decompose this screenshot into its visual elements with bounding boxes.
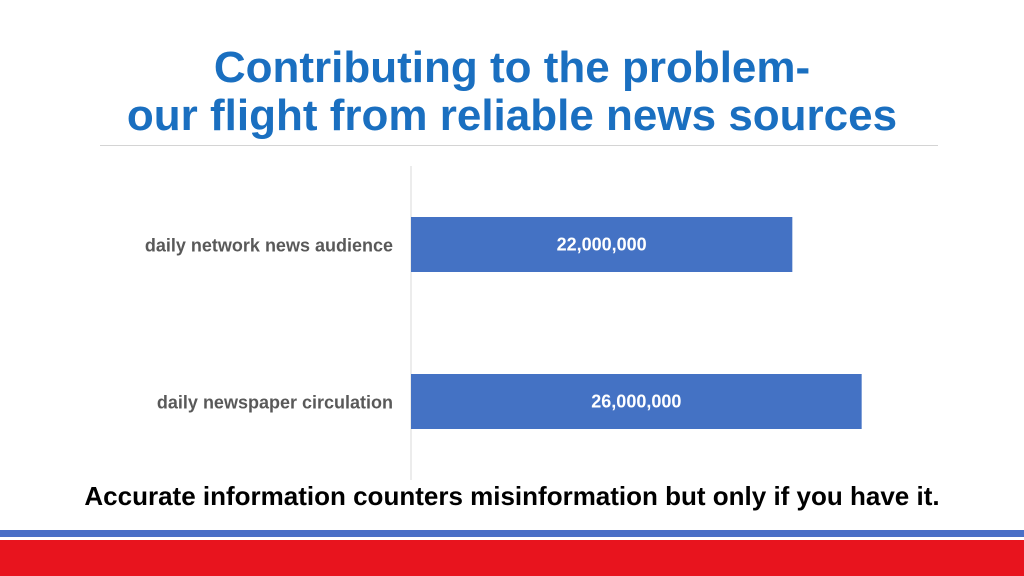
category-label-1: daily network news audience [145,236,393,256]
category-label-2: daily newspaper circulation [157,393,393,413]
bar-2 [411,374,862,429]
data-label-1: 22,000,000 [557,235,647,255]
title-line-1: Contributing to the problem- [213,43,811,92]
footer-stripe-blue [0,530,1024,537]
data-label-2: 26,000,000 [591,392,681,412]
footer-stripe-red [0,540,1024,576]
bar-1 [411,217,793,272]
title-divider [100,145,938,146]
slide-title: Contributing to the problem- our flight … [0,44,1024,140]
title-line-2: our flight from reliable news sources [126,91,898,140]
slide-caption: Accurate information counters misinforma… [84,481,940,511]
